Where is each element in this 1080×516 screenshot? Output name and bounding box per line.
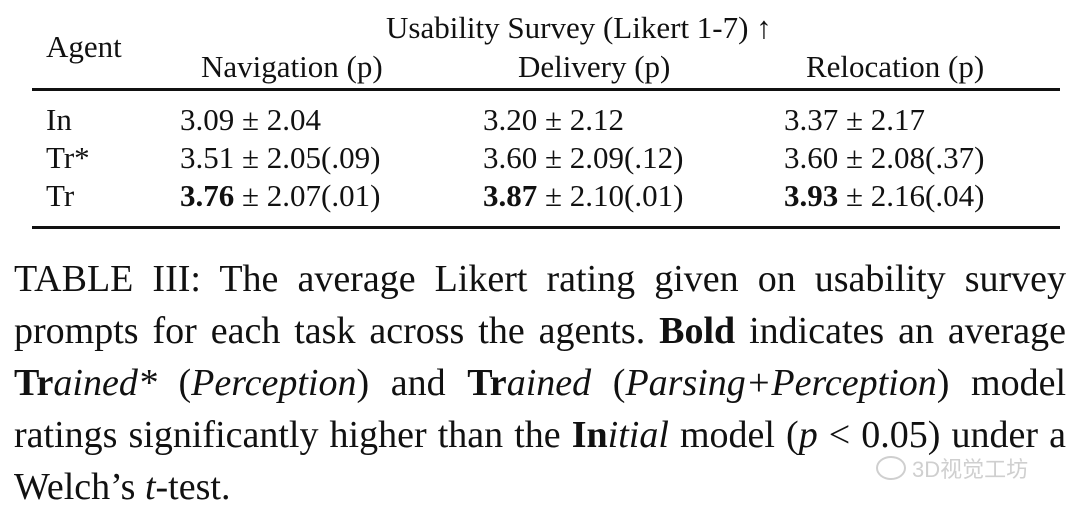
row-agent: In (46, 102, 72, 137)
row-agent: Tr* (46, 140, 90, 175)
table-bottom-rule (32, 226, 1060, 229)
table-cell: 3.60 ± 2.08(.37) (784, 140, 985, 175)
row-agent: Tr (46, 178, 75, 213)
agent-header: Agent (46, 29, 122, 64)
table-caption: TABLE III: The average Likert rating giv… (14, 258, 1067, 508)
table-cell: 3.09 ± 2.04 (180, 102, 322, 137)
table-cell: 3.37 ± 2.17 (784, 102, 926, 137)
wechat-icon (876, 456, 906, 480)
column-header-navigation: Navigation (p) (201, 49, 383, 84)
table-top-rule (32, 88, 1060, 91)
table-cell: 3.51 ± 2.05(.09) (180, 140, 381, 175)
column-header-delivery: Delivery (p) (518, 49, 671, 84)
table-cell: 3.93 ± 2.16(.04) (784, 178, 985, 213)
table-cell: 3.20 ± 2.12 (483, 102, 625, 137)
table-cell: 3.60 ± 2.09(.12) (483, 140, 684, 175)
watermark: 3D视觉工坊 (876, 452, 1028, 484)
column-header-relocation: Relocation (p) (806, 49, 985, 84)
table-cell: 3.76 ± 2.07(.01) (180, 178, 381, 213)
group-header: Usability Survey (Likert 1-7) ↑ (386, 10, 772, 45)
table-cell: 3.87 ± 2.10(.01) (483, 178, 684, 213)
